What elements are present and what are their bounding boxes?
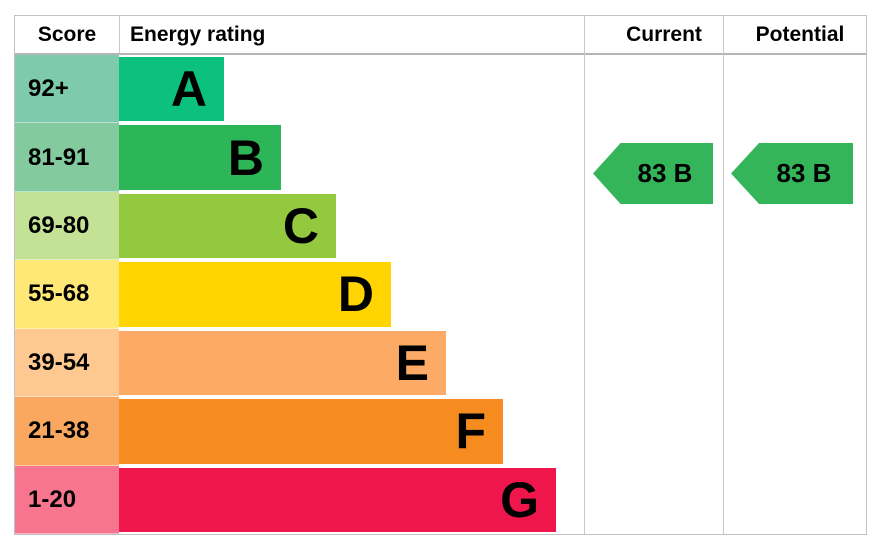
band-rows: 92+ A 81-91 B 69-80 C 55-68 D 39-54 E 21… (15, 55, 584, 534)
band-bar-d: D (119, 262, 391, 327)
band-row-b: 81-91 B (15, 123, 584, 192)
band-bar-a: A (119, 57, 224, 122)
score-range-g: 1-20 (15, 465, 119, 534)
header-energy-rating: Energy rating (130, 22, 266, 46)
potential-rating-arrow: 83 B (731, 143, 853, 204)
band-row-f: 21-38 F (15, 397, 584, 466)
band-row-d: 55-68 D (15, 260, 584, 329)
score-range-d: 55-68 (15, 260, 119, 329)
band-bar-f: F (119, 399, 503, 464)
band-row-c: 69-80 C (15, 191, 584, 261)
score-range-e: 39-54 (15, 328, 119, 398)
band-row-a: 92+ A (15, 55, 584, 124)
band-bar-g: G (119, 467, 556, 532)
header-score: Score (15, 16, 120, 53)
column-divider-potential (723, 16, 724, 534)
header-potential: Potential (755, 22, 845, 46)
column-divider-current (584, 16, 585, 534)
epc-table: Score Energy rating Current Potential 92… (14, 15, 867, 535)
score-range-c: 69-80 (15, 191, 119, 261)
score-range-a: 92+ (15, 55, 119, 124)
current-rating-arrow: 83 B (593, 143, 713, 204)
band-bar-c: C (119, 193, 336, 259)
score-range-f: 21-38 (15, 397, 119, 466)
score-range-b: 81-91 (15, 123, 119, 192)
header-current: Current (626, 22, 702, 46)
table-header-row: Score Energy rating Current Potential (15, 16, 866, 55)
band-bar-b: B (119, 125, 281, 190)
band-row-e: 39-54 E (15, 328, 584, 398)
band-row-g: 1-20 G (15, 465, 584, 534)
band-bar-e: E (119, 330, 446, 396)
